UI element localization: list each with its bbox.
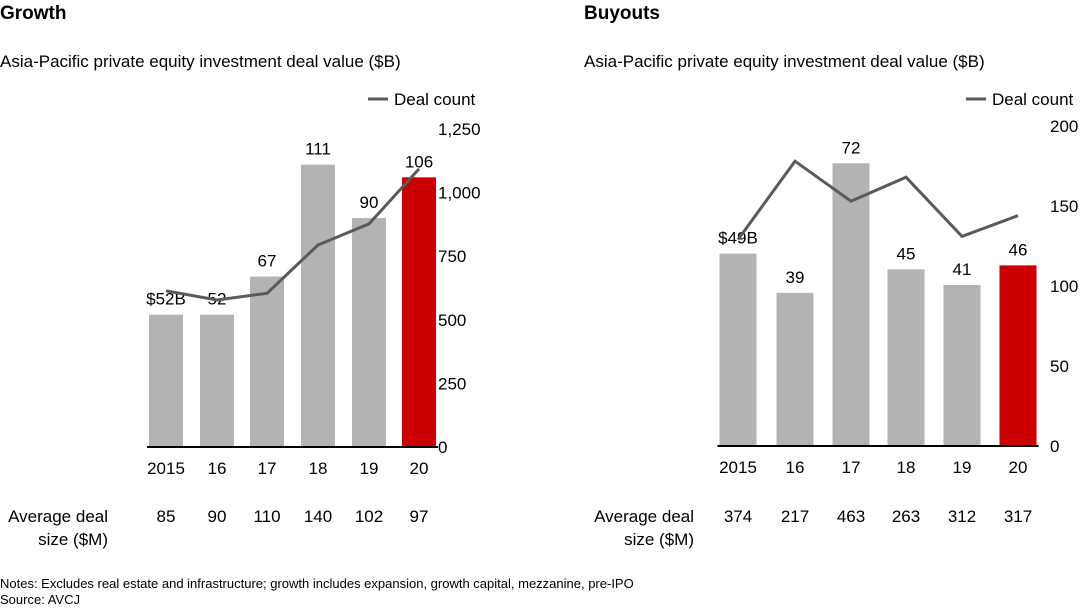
avg-deal-size-label: Average deal — [8, 507, 108, 526]
right-axis-tick: 200 — [1050, 117, 1078, 136]
bar-value-label: 106 — [405, 152, 433, 171]
x-tick-label: 18 — [309, 459, 328, 478]
bar-19 — [943, 285, 981, 446]
bar-17 — [250, 276, 284, 447]
legend-label: Deal count — [394, 90, 476, 109]
legend-label: Deal count — [992, 90, 1074, 109]
x-tick-label: 16 — [208, 459, 227, 478]
bar-value-label: 90 — [360, 193, 379, 212]
avg-deal-size-label: Average deal — [594, 507, 694, 526]
avg-deal-size-value: 217 — [781, 507, 809, 526]
x-tick-label: 2015 — [147, 459, 185, 478]
right-axis-tick: 750 — [438, 247, 466, 266]
avg-deal-size-label: size ($M) — [624, 530, 694, 549]
avg-deal-size-value: 463 — [837, 507, 865, 526]
bar-value-label: 111 — [305, 140, 331, 159]
right-axis-tick: 1,250 — [438, 120, 481, 139]
bar-16 — [200, 314, 234, 447]
x-tick-label: 16 — [786, 458, 805, 477]
avg-deal-size-value: 317 — [1004, 507, 1032, 526]
right-axis-tick: 250 — [438, 374, 466, 393]
bar-value-label: 72 — [842, 138, 861, 157]
x-tick-label: 19 — [953, 458, 972, 477]
x-tick-label: 20 — [410, 459, 429, 478]
x-tick-label: 17 — [258, 459, 277, 478]
right-axis-tick: 150 — [1050, 197, 1078, 216]
bar-2015 — [719, 253, 757, 446]
x-tick-label: 18 — [897, 458, 916, 477]
bar-20 — [402, 177, 436, 447]
x-tick-label: 17 — [842, 458, 861, 477]
bar-16 — [776, 292, 814, 446]
bar-17 — [832, 163, 870, 447]
bar-20 — [999, 265, 1037, 446]
x-tick-label: 20 — [1009, 458, 1028, 477]
bar-value-label: 67 — [258, 252, 277, 271]
avg-deal-size-value: 110 — [253, 507, 280, 526]
deal-count-line — [165, 167, 421, 302]
right-axis-tick: 50 — [1050, 357, 1069, 376]
avg-deal-size-value: 374 — [724, 507, 752, 526]
bar-value-label: 45 — [897, 244, 916, 263]
avg-deal-size-value: 312 — [948, 507, 976, 526]
x-tick-label: 19 — [360, 459, 379, 478]
buyouts-title: Buyouts — [584, 3, 660, 24]
bar-value-label: 41 — [953, 260, 972, 279]
bar-19 — [352, 218, 386, 447]
right-axis-tick: 0 — [438, 438, 447, 457]
x-tick-label: 2015 — [719, 458, 757, 477]
bar-18 — [887, 269, 925, 446]
source: Source: AVCJ — [0, 592, 80, 607]
bar-18 — [301, 164, 335, 447]
avg-deal-size-value: 97 — [410, 507, 429, 526]
bar-value-label: 46 — [1009, 240, 1028, 259]
avg-deal-size-label: size ($M) — [38, 530, 108, 549]
right-axis-tick: 1,000 — [438, 184, 481, 203]
bar-value-label: 39 — [786, 268, 805, 287]
avg-deal-size-value: 85 — [157, 507, 176, 526]
avg-deal-size-value: 263 — [892, 507, 920, 526]
avg-deal-size-value: 140 — [304, 507, 332, 526]
right-axis-tick: 0 — [1050, 437, 1059, 456]
right-axis-tick: 100 — [1050, 277, 1078, 296]
notes: Notes: Excludes real estate and infrastr… — [0, 576, 634, 591]
growth-title: Growth — [0, 3, 67, 24]
growth-subtitle: Asia-Pacific private equity investment d… — [0, 52, 401, 71]
avg-deal-size-value: 90 — [208, 507, 227, 526]
deal-count-line — [736, 159, 1019, 241]
right-axis-tick: 500 — [438, 311, 466, 330]
bar-2015 — [149, 314, 183, 447]
bar-value-label: $52B — [146, 290, 186, 309]
avg-deal-size-value: 102 — [355, 507, 383, 526]
buyouts-subtitle: Asia-Pacific private equity investment d… — [584, 52, 985, 71]
